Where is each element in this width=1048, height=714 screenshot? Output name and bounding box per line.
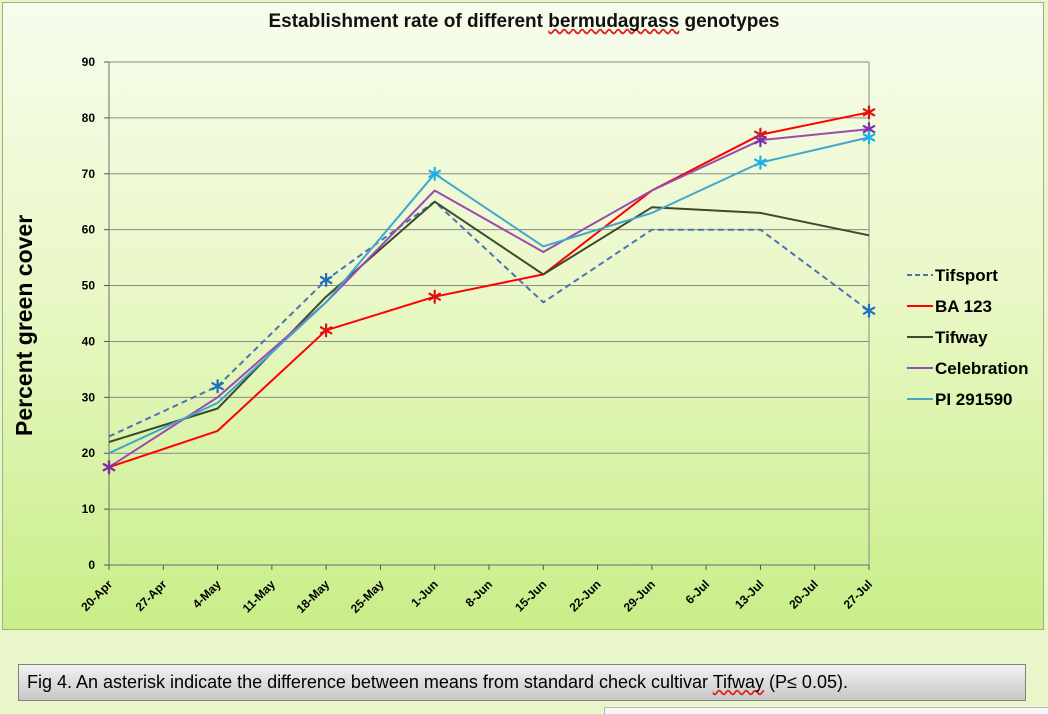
asterisk-marker — [754, 133, 767, 148]
y-tick-label: 0 — [88, 558, 95, 572]
x-tick-label: 1-Jun — [408, 577, 441, 610]
x-tick-label: 29-Jun — [621, 577, 658, 614]
legend-label: Tifway — [935, 328, 988, 347]
asterisk-stroke — [754, 158, 767, 167]
asterisk-stroke — [862, 306, 876, 315]
series-line — [108, 136, 870, 455]
x-tick-labels: 20-Apr 27-Apr 4-May 11-May 18-May 25-May 1-Jun… — [78, 577, 875, 616]
legend-label: BA 123 — [935, 297, 992, 316]
x-tick-label: 4-May — [190, 577, 224, 611]
series-line — [108, 200, 870, 443]
asterisk-stroke — [102, 463, 116, 472]
x-tick-label: 13-Jul — [732, 577, 766, 611]
asterisk-markers — [102, 105, 876, 475]
caption-underlined-word: Tifway — [712, 672, 765, 692]
caption-text: Fig 4. An asterisk indicate the differen… — [27, 672, 713, 692]
x-tick-label: 8-Jun — [463, 577, 496, 610]
y-tick-label: 30 — [82, 390, 96, 404]
legend-label: Tifsport — [935, 266, 998, 285]
x-tick-label: 20-Apr — [78, 577, 115, 614]
series-lines — [108, 111, 870, 469]
y-tick-label: 90 — [82, 55, 96, 69]
asterisk-stroke — [428, 292, 441, 301]
caption-text-end: (P≤ 0.05). — [764, 672, 848, 692]
asterisk-marker — [862, 105, 876, 120]
series-line — [108, 200, 870, 438]
x-tick-label: 27-Jul — [841, 577, 875, 611]
chart-title: Establishment rate of different bermudag… — [268, 11, 780, 32]
x-tick-label: 18-May — [294, 577, 333, 616]
x-tick-label: 25-May — [348, 577, 387, 616]
y-tick-label: 60 — [82, 223, 96, 237]
chart-area: Establishment rate of different bermudag… — [2, 2, 1044, 630]
x-tick-label: 27-Apr — [133, 577, 170, 614]
y-tick-label: 40 — [82, 334, 96, 348]
asterisk-marker — [428, 289, 441, 304]
y-tick-label: 50 — [82, 279, 96, 293]
asterisk-marker — [428, 166, 441, 181]
y-tick-label: 20 — [82, 446, 96, 460]
asterisk-stroke — [319, 275, 333, 285]
x-tick-label: 22-Jun — [566, 577, 603, 614]
y-tick-label: 70 — [82, 167, 96, 181]
asterisk-stroke — [319, 326, 333, 335]
asterisk-marker — [754, 155, 767, 170]
window-edge — [604, 707, 1048, 714]
asterisk-stroke — [862, 108, 876, 117]
legend-label: PI 291590 — [935, 390, 1013, 409]
title-underlined-word: bermudagrass — [548, 11, 680, 32]
x-tick-label: 11-May — [240, 577, 278, 615]
asterisk-stroke — [862, 124, 876, 134]
asterisk-marker — [862, 130, 876, 145]
asterisk-marker — [319, 323, 333, 338]
line-chart: 0 10 20 30 40 50 60 70 80 90 20-Apr 27-Apr 4-May 11-… — [78, 55, 1029, 616]
legend-label: Celebration — [935, 359, 1029, 378]
series-line — [108, 111, 870, 469]
asterisk-marker — [102, 460, 116, 475]
legend: Tifsport BA 123 Tifway Celebration PI 291590 — [907, 266, 1029, 409]
asterisk-marker — [211, 379, 224, 394]
x-tick-label: 15-Jun — [512, 577, 549, 614]
asterisk-marker — [862, 303, 876, 318]
figure-caption: Fig 4. An asterisk indicate the differen… — [18, 664, 1026, 701]
y-tick-label: 10 — [82, 502, 96, 516]
x-tick-label: 20-Jul — [786, 577, 820, 611]
x-tick-label: 6-Jul — [683, 577, 713, 607]
asterisk-stroke — [211, 382, 224, 391]
y-tick-labels: 0 10 20 30 40 50 60 70 80 90 — [82, 55, 96, 572]
asterisk-stroke — [428, 169, 441, 178]
series-line — [108, 128, 870, 469]
axes — [104, 61, 870, 570]
asterisk-marker — [319, 272, 333, 288]
asterisk-stroke — [862, 133, 876, 142]
asterisk-stroke — [754, 136, 767, 145]
y-tick-label: 80 — [82, 111, 96, 125]
